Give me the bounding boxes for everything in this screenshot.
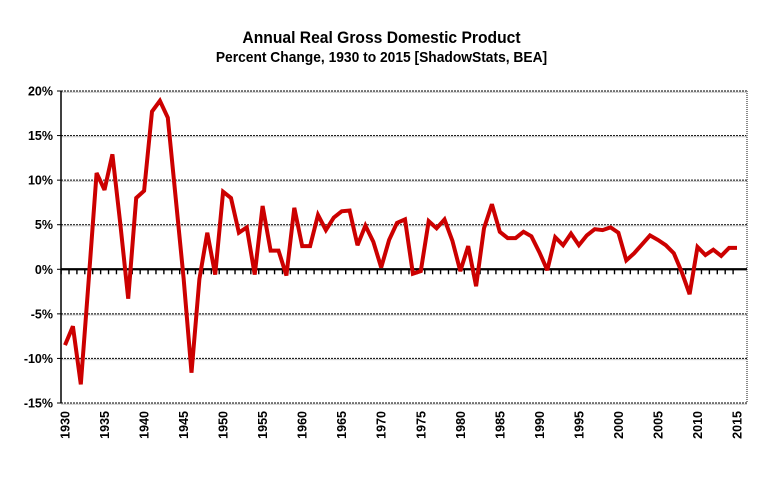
- chart-title: Annual Real Gross Domestic Product: [242, 28, 521, 47]
- x-tick-label: 1985: [493, 411, 507, 439]
- x-tick-label: 1990: [533, 411, 547, 439]
- x-tick-label: 2000: [612, 411, 626, 439]
- y-axis-ticks: 20% 15% 10% 5% -5% -10% -15% 0%: [24, 85, 53, 411]
- y-tick-label: 20%: [28, 85, 53, 99]
- x-tick-label: 1975: [414, 411, 428, 439]
- x-tick-label: 1945: [177, 411, 191, 439]
- x-tick-label: 1965: [335, 411, 349, 439]
- x-tick-label: 1960: [296, 411, 310, 439]
- axes: [57, 90, 748, 404]
- x-axis-ticks: 1930 1935 1940 1945 1950 1955 1960 1965 1970 1975…: [59, 411, 745, 439]
- x-tick-label: 1980: [454, 411, 468, 439]
- x-tick-label: 1955: [256, 411, 270, 439]
- x-tick-label: 2010: [691, 411, 705, 439]
- x-tick-label: 1930: [59, 411, 73, 439]
- x-tick-label: 2005: [651, 411, 665, 439]
- y-tick-label: 5%: [35, 218, 53, 232]
- gridlines: [61, 90, 747, 405]
- y-tick-label: 15%: [28, 129, 53, 143]
- y-tick-label: -10%: [24, 352, 53, 366]
- series-line: [63, 96, 737, 385]
- series-layer: [63, 96, 737, 385]
- x-tick-label: 2015: [731, 411, 745, 439]
- x-tick-label: 1935: [98, 411, 112, 439]
- x-tick-label: 1995: [572, 411, 586, 439]
- y-tick-label: 10%: [28, 174, 53, 188]
- x-tick-label: 1940: [138, 411, 152, 439]
- x-tick-label: 1950: [217, 411, 231, 439]
- y-tick-label: -5%: [31, 307, 53, 321]
- chart-subtitle: Percent Change, 1930 to 2015 [ShadowStat…: [215, 49, 548, 66]
- y-tick-label: -15%: [24, 397, 53, 411]
- x-tick-label: 1970: [375, 411, 389, 439]
- y-tick-label: 0%: [35, 263, 53, 277]
